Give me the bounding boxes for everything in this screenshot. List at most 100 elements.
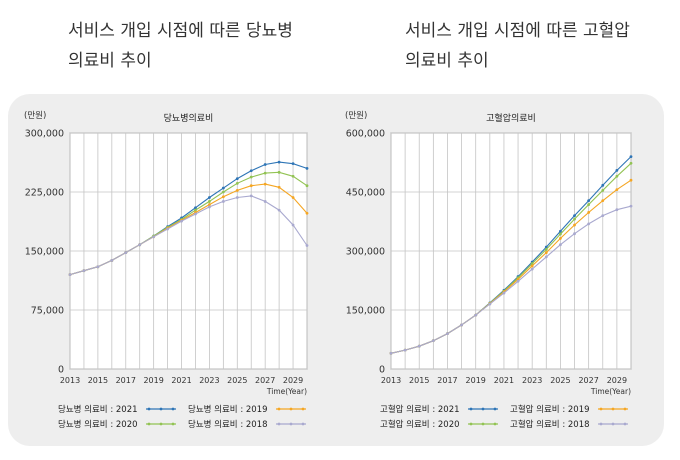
chart-title: 고혈압의료비: [486, 112, 536, 124]
x-tick-label: 2023: [522, 376, 542, 385]
data-point: [544, 255, 548, 259]
legend-label: 고혈압 의료비 : 2019: [510, 404, 590, 415]
legend-swatch-marker: [481, 422, 485, 426]
legend-swatch-marker: [147, 422, 151, 426]
y-unit-label: (만원): [345, 111, 367, 121]
legend-swatch-marker: [611, 422, 615, 426]
data-point: [291, 174, 295, 178]
y-tick-label: 150,000: [346, 306, 385, 317]
data-point: [601, 199, 605, 203]
x-tick-label: 2013: [381, 376, 401, 385]
x-tick-label: 2017: [116, 376, 136, 385]
y-tick-label: 150,000: [25, 247, 64, 258]
data-point: [615, 188, 619, 192]
data-point: [615, 208, 619, 212]
legend-swatch-marker: [277, 407, 281, 411]
data-point: [249, 194, 253, 198]
data-point: [249, 175, 253, 179]
data-point: [544, 245, 548, 249]
data-point: [474, 313, 478, 317]
data-point: [208, 196, 211, 199]
legend-label: 당뇨병 의료비 : 2018: [188, 419, 268, 430]
data-point: [166, 227, 169, 231]
legend-swatch-marker: [171, 422, 175, 426]
data-point: [629, 204, 633, 208]
data-point: [235, 189, 239, 192]
legend-swatch-marker: [159, 407, 163, 411]
legend-swatch-marker: [289, 422, 293, 426]
data-point: [559, 237, 562, 240]
data-point: [305, 244, 309, 247]
data-point: [249, 169, 253, 173]
data-point: [235, 196, 239, 199]
y-tick-label: 75,000: [31, 306, 64, 317]
data-point: [291, 223, 295, 227]
data-point: [221, 195, 225, 199]
series-line: [390, 205, 632, 354]
data-point: [587, 203, 591, 206]
x-tick-label: 2029: [283, 376, 303, 385]
x-tick-label: 2015: [88, 376, 108, 385]
data-point: [573, 214, 576, 218]
data-point: [403, 348, 407, 352]
x-tick-label: 2019: [143, 376, 163, 385]
data-point: [263, 163, 267, 166]
heading-line: 의료비 추이: [405, 51, 489, 71]
chart-heading-hypertension: 서비스 개입 시점에 따른 고혈압 의료비 추이: [405, 16, 630, 76]
chart-heading-diabetes: 서비스 개입 시점에 따른 당뇨병 의료비 추이: [68, 16, 293, 76]
y-tick-label: 600,000: [346, 129, 385, 140]
y-tick-label: 300,000: [25, 129, 64, 140]
data-point: [82, 269, 86, 273]
data-point: [138, 243, 142, 247]
legend-swatch-marker: [481, 407, 485, 411]
x-tick-label: 2027: [578, 376, 598, 385]
data-point: [544, 251, 548, 254]
y-tick-label: 0: [379, 365, 385, 376]
data-point: [544, 248, 548, 251]
data-point: [502, 291, 506, 295]
data-point: [124, 251, 128, 254]
data-point: [221, 186, 225, 190]
legend-swatch-marker: [493, 422, 497, 426]
data-point: [629, 155, 633, 159]
heading-line: 서비스 개입 시점에 따른 당뇨병: [68, 21, 293, 41]
legend-swatch-marker: [277, 422, 281, 426]
x-tick-label: 2025: [227, 376, 247, 385]
legend-swatch-marker: [469, 407, 473, 411]
x-axis-label: Time(Year): [590, 387, 631, 396]
data-point: [460, 323, 463, 327]
data-point: [587, 211, 591, 214]
x-tick-label: 2013: [60, 376, 80, 385]
data-point: [277, 185, 281, 189]
data-point: [573, 232, 576, 236]
data-point: [194, 206, 197, 210]
legend-swatch-marker: [469, 422, 473, 426]
x-tick-label: 2021: [494, 376, 514, 385]
x-tick-label: 2021: [171, 376, 191, 385]
legend-swatch-marker: [301, 407, 305, 411]
data-point: [559, 232, 562, 236]
data-point: [263, 171, 267, 175]
y-tick-label: 225,000: [25, 188, 64, 199]
legend-label: 고혈압 의료비 : 2021: [380, 404, 460, 415]
data-point: [305, 211, 309, 215]
data-point: [291, 162, 295, 166]
data-point: [235, 181, 239, 185]
data-point: [110, 259, 114, 262]
data-point: [194, 212, 197, 216]
data-point: [615, 174, 619, 178]
x-tick-label: 2017: [437, 376, 457, 385]
data-point: [152, 235, 156, 239]
data-point: [221, 190, 225, 194]
data-point: [208, 200, 211, 203]
data-point: [235, 177, 239, 181]
series-line: [69, 195, 308, 276]
data-point: [389, 351, 393, 355]
legend-label: 당뇨병 의료비 : 2021: [58, 404, 138, 415]
data-point: [431, 339, 435, 343]
data-point: [629, 178, 633, 182]
data-point: [446, 332, 449, 335]
legend-swatch-marker: [147, 407, 151, 411]
data-point: [559, 229, 562, 233]
legend-swatch-marker: [623, 422, 627, 426]
